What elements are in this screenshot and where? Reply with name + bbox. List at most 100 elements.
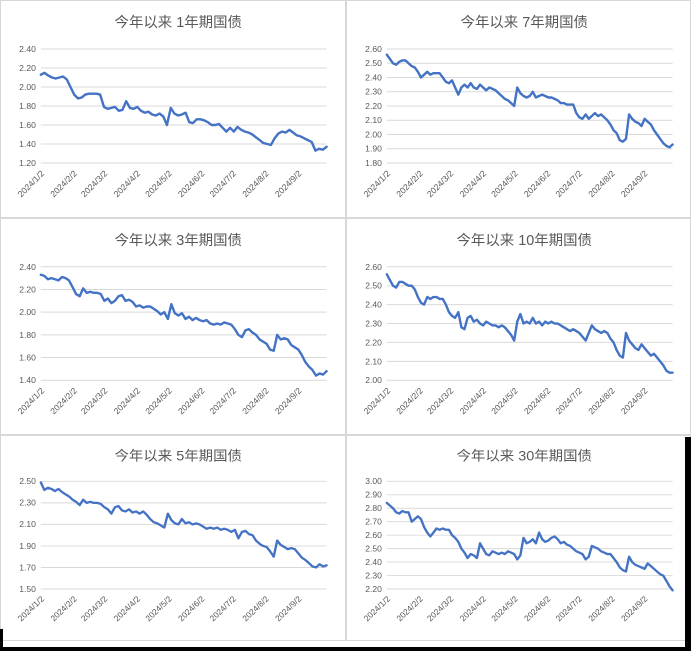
svg-text:2024/5/2: 2024/5/2 [489, 385, 520, 416]
svg-text:2024/7/2: 2024/7/2 [553, 594, 584, 623]
svg-text:2024/6/2: 2024/6/2 [521, 385, 552, 416]
svg-text:2024/2/2: 2024/2/2 [48, 168, 79, 199]
chart-7y-treasury[interactable]: 今年以来 7年期国债 2.60 2.50 2.40 2.30 2.20 2.10 2.00 1… [345, 0, 691, 218]
svg-text:2024/3/2: 2024/3/2 [79, 594, 110, 623]
svg-text:1.80: 1.80 [19, 101, 36, 111]
svg-text:2.70: 2.70 [365, 517, 382, 527]
svg-text:1.70: 1.70 [19, 563, 36, 573]
chart-1y-treasury[interactable]: 今年以来 1年期国债 2.40 2.20 2.00 1.80 1.60 1.40 1.20 2… [0, 0, 346, 218]
svg-text:2024/8/2: 2024/8/2 [240, 168, 271, 199]
series-line [39, 481, 328, 569]
svg-text:2024/3/2: 2024/3/2 [424, 385, 455, 416]
svg-text:1.60: 1.60 [19, 120, 36, 130]
svg-text:2024/8/2: 2024/8/2 [586, 168, 617, 199]
svg-text:2024/7/2: 2024/7/2 [553, 385, 584, 416]
svg-text:2.40: 2.40 [19, 44, 36, 54]
svg-text:2024/7/2: 2024/7/2 [207, 594, 238, 623]
svg-text:2024/9/2: 2024/9/2 [618, 594, 649, 623]
y-axis-labels: 3.00 2.90 2.80 2.70 2.60 2.50 2.40 2.30 2.20 [365, 476, 382, 593]
svg-text:2.40: 2.40 [365, 300, 382, 310]
svg-text:2.20: 2.20 [365, 584, 382, 594]
y-axis-labels: 2.40 2.20 2.00 1.80 1.60 1.40 [19, 262, 36, 385]
svg-text:2024/8/2: 2024/8/2 [240, 385, 271, 416]
svg-text:2024/4/2: 2024/4/2 [457, 168, 488, 199]
svg-text:2024/1/2: 2024/1/2 [15, 594, 46, 623]
svg-text:1.80: 1.80 [19, 330, 36, 340]
svg-text:2024/8/2: 2024/8/2 [586, 385, 617, 416]
svg-text:2.30: 2.30 [19, 498, 36, 508]
svg-text:2024/4/2: 2024/4/2 [457, 385, 488, 416]
gridlines [386, 480, 673, 590]
screen-edge-bottom [0, 647, 691, 651]
chart-3y-treasury[interactable]: 今年以来 3年期国债 2.40 2.20 2.00 1.80 1.60 1.40 2024/… [0, 218, 346, 435]
svg-text:1.60: 1.60 [19, 353, 36, 363]
svg-text:2024/1/2: 2024/1/2 [361, 168, 392, 199]
svg-text:2024/5/2: 2024/5/2 [489, 168, 520, 199]
x-axis-labels: 2024/1/2 2024/2/2 2024/3/2 2024/4/2 2024/5/2… [361, 594, 649, 623]
gridlines [40, 480, 327, 590]
series-line [385, 273, 674, 374]
svg-text:1.20: 1.20 [19, 158, 36, 168]
chart-title-3y: 今年以来 3年期国债 [115, 232, 242, 249]
gridlines [40, 48, 327, 164]
svg-text:2.90: 2.90 [365, 490, 382, 500]
chart-canvas-7y: 今年以来 7年期国债 2.60 2.50 2.40 2.30 2.20 2.10 2.00 1… [361, 14, 674, 199]
svg-text:1.90: 1.90 [365, 144, 382, 154]
svg-text:2024/5/2: 2024/5/2 [143, 168, 174, 199]
svg-text:2024/5/2: 2024/5/2 [489, 594, 520, 623]
svg-text:1.90: 1.90 [19, 541, 36, 551]
svg-text:2024/1/2: 2024/1/2 [16, 168, 47, 199]
series-line [385, 53, 674, 149]
svg-text:2024/6/2: 2024/6/2 [176, 594, 207, 623]
svg-text:2.60: 2.60 [365, 530, 382, 540]
svg-text:2024/6/2: 2024/6/2 [521, 168, 552, 199]
svg-text:2.00: 2.00 [365, 375, 382, 385]
svg-text:2.40: 2.40 [365, 557, 382, 567]
svg-text:2.40: 2.40 [19, 262, 36, 272]
svg-text:2024/4/2: 2024/4/2 [112, 385, 143, 416]
x-axis-labels: 2024/1/2 2024/2/2 2024/3/2 2024/4/2 2024/5/2… [16, 168, 304, 199]
series-line [385, 501, 674, 592]
y-axis-labels: 2.60 2.50 2.40 2.30 2.20 2.10 2.00 [365, 262, 382, 385]
svg-text:2.50: 2.50 [365, 281, 382, 291]
svg-text:2024/6/2: 2024/6/2 [176, 385, 207, 416]
y-axis-labels: 2.40 2.20 2.00 1.80 1.60 1.40 1.20 [19, 44, 36, 168]
chart-title-7y: 今年以来 7年期国债 [460, 14, 587, 31]
svg-text:2024/3/2: 2024/3/2 [424, 168, 455, 199]
chart-title-5y: 今年以来 5年期国债 [114, 448, 241, 464]
x-axis-labels: 2024/1/2 2024/2/2 2024/3/2 2024/4/2 2024/5/2… [15, 594, 303, 623]
svg-text:2.20: 2.20 [19, 63, 36, 73]
svg-text:2.20: 2.20 [365, 101, 382, 111]
chart-canvas-1y: 今年以来 1年期国债 2.402.202.001.801.601.401.202… [16, 14, 328, 199]
svg-text:2024/2/2: 2024/2/2 [394, 594, 425, 623]
gridlines [40, 266, 327, 381]
svg-text:2024/9/2: 2024/9/2 [618, 385, 649, 416]
svg-text:2024/2/2: 2024/2/2 [394, 385, 425, 416]
svg-text:2024/4/2: 2024/4/2 [111, 594, 142, 623]
svg-text:2024/2/2: 2024/2/2 [48, 385, 79, 416]
screen-edge-right [685, 437, 691, 651]
y-axis-labels: 2.50 2.30 2.10 1.90 1.70 1.50 [19, 476, 36, 593]
svg-text:2.60: 2.60 [365, 44, 382, 54]
svg-text:2.80: 2.80 [365, 503, 382, 513]
chart-30y-treasury[interactable]: 今年以来 30年期国债 3.00 2.90 2.80 2.70 2.60 2.50 2.40… [345, 435, 691, 641]
svg-text:2024/2/2: 2024/2/2 [48, 594, 79, 623]
svg-text:2024/1/2: 2024/1/2 [16, 385, 47, 416]
chart-10y-treasury[interactable]: 今年以来 10年期国债 2.60 2.50 2.40 2.30 2.20 2.10 2.00… [345, 218, 691, 435]
svg-text:2.10: 2.10 [19, 519, 36, 529]
svg-text:2.00: 2.00 [19, 307, 36, 317]
chart-title-10y: 今年以来 10年期国债 [456, 232, 591, 249]
svg-text:2024/3/2: 2024/3/2 [79, 385, 110, 416]
y-axis-labels: 2.60 2.50 2.40 2.30 2.20 2.10 2.00 1.90 1.80 [365, 44, 382, 168]
svg-text:2.60: 2.60 [365, 262, 382, 272]
svg-text:2024/2/2: 2024/2/2 [394, 168, 425, 199]
svg-text:2.00: 2.00 [365, 129, 382, 139]
svg-text:1.40: 1.40 [19, 139, 36, 149]
chart-canvas-5y: 今年以来 5年期国债 2.502.302.101.901.701.502024/… [15, 448, 328, 623]
x-axis-labels: 2024/1/2 2024/2/2 2024/3/2 2024/4/2 2024/5/2… [16, 385, 304, 416]
chart-5y-treasury[interactable]: 今年以来 5年期国债 2.50 2.30 2.10 1.90 1.70 1.50 2024/… [0, 435, 346, 641]
svg-text:2024/5/2: 2024/5/2 [143, 594, 174, 623]
svg-text:2024/5/2: 2024/5/2 [143, 385, 174, 416]
x-axis-labels: 2024/1/2 2024/2/2 2024/3/2 2024/4/2 2024/5/2… [361, 385, 649, 416]
